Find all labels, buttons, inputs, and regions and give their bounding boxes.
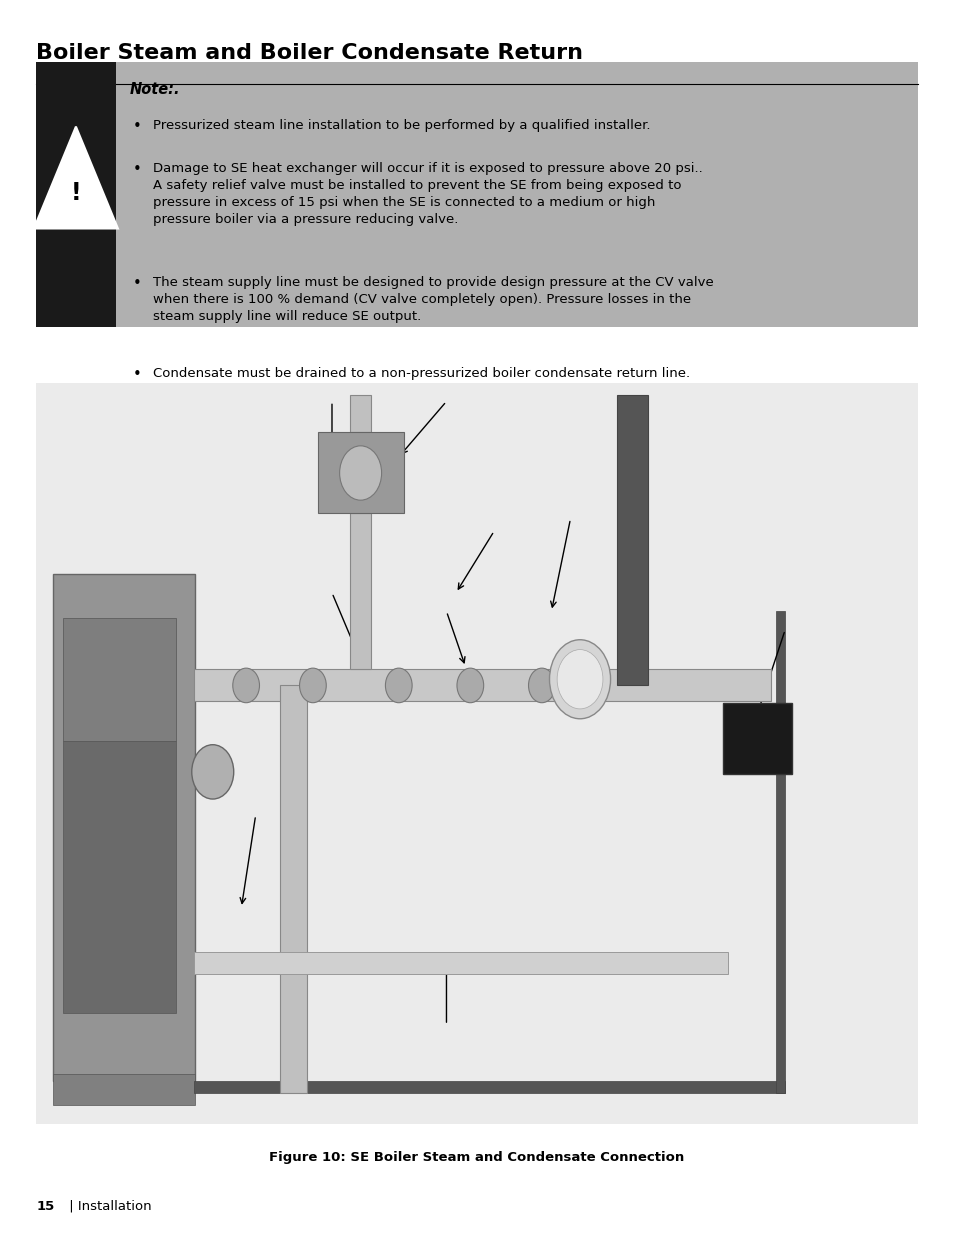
- FancyBboxPatch shape: [193, 669, 770, 701]
- Circle shape: [192, 745, 233, 799]
- Text: 15: 15: [36, 1199, 54, 1213]
- FancyBboxPatch shape: [317, 432, 403, 513]
- Text: Boiler Steam and Boiler Condensate Return: Boiler Steam and Boiler Condensate Retur…: [36, 43, 582, 63]
- FancyBboxPatch shape: [350, 513, 371, 669]
- Circle shape: [339, 446, 381, 500]
- FancyBboxPatch shape: [280, 685, 307, 1093]
- Text: !: !: [71, 182, 81, 205]
- Text: | Installation: | Installation: [65, 1199, 152, 1213]
- Circle shape: [557, 650, 602, 709]
- Text: The steam supply line must be designed to provide design pressure at the CV valv: The steam supply line must be designed t…: [152, 277, 713, 324]
- FancyBboxPatch shape: [53, 574, 194, 1081]
- Text: Pressurized steam line installation to be performed by a qualified installer.: Pressurized steam line installation to b…: [152, 119, 650, 132]
- Text: •: •: [132, 162, 141, 177]
- Circle shape: [233, 668, 259, 703]
- FancyBboxPatch shape: [722, 703, 791, 774]
- Circle shape: [549, 640, 610, 719]
- FancyBboxPatch shape: [36, 62, 115, 327]
- Text: Note:.: Note:.: [130, 82, 180, 96]
- Text: Condensate must be drained to a non-pressurized boiler condensate return line.: Condensate must be drained to a non-pres…: [152, 367, 689, 380]
- FancyBboxPatch shape: [617, 395, 647, 685]
- FancyBboxPatch shape: [775, 611, 784, 1093]
- Text: Figure 10: SE Boiler Steam and Condensate Connection: Figure 10: SE Boiler Steam and Condensat…: [269, 1151, 684, 1165]
- Text: •: •: [132, 367, 141, 383]
- FancyBboxPatch shape: [36, 62, 917, 327]
- Circle shape: [456, 668, 483, 703]
- Circle shape: [385, 668, 412, 703]
- FancyBboxPatch shape: [193, 952, 727, 974]
- Text: •: •: [132, 277, 141, 291]
- FancyBboxPatch shape: [63, 741, 175, 1013]
- FancyBboxPatch shape: [193, 1081, 784, 1093]
- Circle shape: [299, 668, 326, 703]
- Polygon shape: [34, 126, 118, 228]
- Circle shape: [528, 668, 555, 703]
- FancyBboxPatch shape: [53, 1074, 194, 1105]
- Text: •: •: [132, 119, 141, 133]
- FancyBboxPatch shape: [36, 383, 917, 1124]
- FancyBboxPatch shape: [350, 395, 371, 432]
- Text: Damage to SE heat exchanger will occur if it is exposed to pressure above 20 psi: Damage to SE heat exchanger will occur i…: [152, 162, 701, 226]
- FancyBboxPatch shape: [63, 618, 175, 741]
